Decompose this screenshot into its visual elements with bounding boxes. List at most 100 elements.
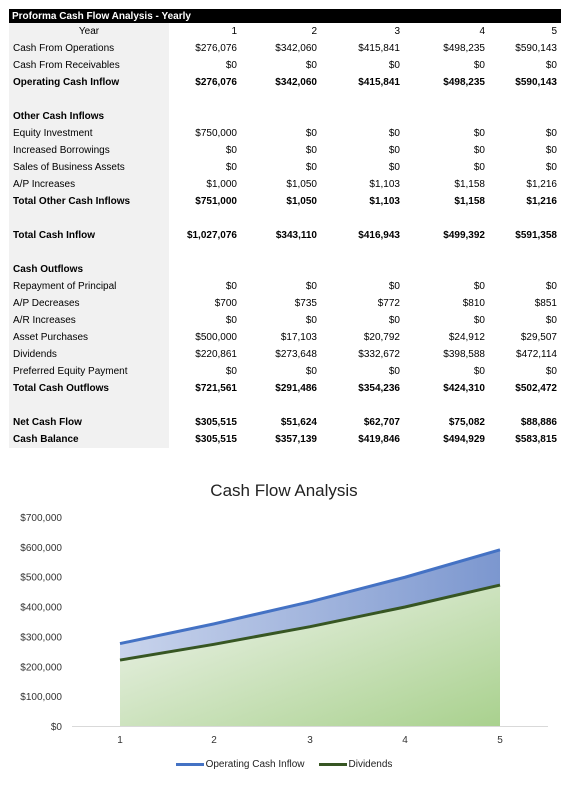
x-tick-label: 3 bbox=[307, 735, 313, 746]
table-cell: $276,076 bbox=[195, 43, 237, 54]
row-label: Cash From Receivables bbox=[9, 57, 169, 74]
table-row: Cash Balance $305,515 $357,139 $419,846 $494… bbox=[9, 431, 561, 448]
row-label: Total Other Cash Inflows bbox=[9, 193, 169, 210]
spacer-cell bbox=[241, 397, 321, 414]
spacer-row bbox=[9, 91, 561, 108]
row-label: Total Cash Outflows bbox=[9, 380, 169, 397]
legend-swatch-operating-cash-inflow bbox=[175, 763, 204, 766]
x-tick-label: 5 bbox=[497, 735, 503, 746]
row-label: Total Cash Inflow bbox=[9, 227, 169, 244]
y-tick-label: $100,000 bbox=[20, 692, 62, 703]
table-cell: $305,515 bbox=[195, 417, 237, 428]
year-header-cell: 5 bbox=[551, 26, 557, 37]
table-cell bbox=[169, 108, 241, 125]
row-label: Sales of Business Assets bbox=[9, 159, 169, 176]
table-cell: $0 bbox=[305, 145, 317, 156]
legend-swatch-dividends bbox=[318, 763, 347, 766]
table-cell: $0 bbox=[388, 162, 400, 173]
table-cell bbox=[321, 261, 404, 278]
table-cell: $29,507 bbox=[520, 332, 557, 343]
row-label: Cash Balance bbox=[9, 431, 169, 448]
spacer-cell bbox=[489, 91, 561, 108]
table-cell: $415,841 bbox=[358, 43, 400, 54]
table-cell bbox=[241, 108, 321, 125]
row-label: Preferred Equity Payment bbox=[9, 363, 169, 380]
spacer-cell bbox=[489, 210, 561, 227]
spacer-cell bbox=[489, 397, 561, 414]
x-tick-label: 1 bbox=[117, 735, 123, 746]
table-cell: $0 bbox=[545, 366, 557, 377]
table-cell: $0 bbox=[473, 60, 485, 71]
table-cell: $0 bbox=[225, 315, 237, 326]
cash-flow-table: Proforma Cash Flow Analysis - Yearly Yea… bbox=[9, 9, 561, 448]
year-header-cell: 3 bbox=[394, 26, 400, 37]
table-cell: $0 bbox=[388, 145, 400, 156]
spacer-cell bbox=[404, 210, 489, 227]
table-row: Cash From Receivables $0 $0 $0 $0 $0 bbox=[9, 57, 561, 74]
table-cell bbox=[169, 261, 241, 278]
table-cell: $472,114 bbox=[516, 349, 557, 360]
y-tick-label: $200,000 bbox=[20, 662, 62, 673]
table-cell: $0 bbox=[305, 60, 317, 71]
table-cell: $772 bbox=[377, 298, 400, 309]
dividends-area bbox=[120, 585, 500, 726]
table-cell: $0 bbox=[545, 128, 557, 139]
table-cell: $502,472 bbox=[515, 383, 557, 394]
chart-title: Cash Flow Analysis bbox=[210, 481, 358, 500]
table-cell: $62,707 bbox=[363, 417, 400, 428]
y-tick-label: $0 bbox=[51, 722, 63, 733]
chart-canvas: $0 $100,000 $200,000 $300,000 $400,000 $500,0… bbox=[20, 513, 548, 746]
table-row: A/R Increases $0 $0 $0 $0 $0 bbox=[9, 312, 561, 329]
spacer-cell bbox=[169, 210, 241, 227]
row-label: Cash Outflows bbox=[9, 261, 169, 278]
table-cell: $735 bbox=[294, 298, 317, 309]
year-header-cell: 4 bbox=[479, 26, 485, 37]
table-cell: $0 bbox=[305, 315, 317, 326]
spacer-row bbox=[9, 210, 561, 227]
table-cell: $1,158 bbox=[454, 196, 485, 207]
table-cell: $342,060 bbox=[275, 77, 317, 88]
table-cell: $700 bbox=[214, 298, 237, 309]
spacer-cell bbox=[169, 244, 241, 261]
row-label: Cash From Operations bbox=[9, 40, 169, 57]
row-label: A/R Increases bbox=[9, 312, 169, 329]
table-cell: $415,841 bbox=[358, 77, 400, 88]
table-cell: $416,943 bbox=[358, 230, 400, 241]
year-header-label: Year bbox=[9, 23, 169, 40]
table-cell: $1,027,076 bbox=[186, 230, 237, 241]
table-cell: $220,861 bbox=[195, 349, 237, 360]
table-cell: $398,588 bbox=[443, 349, 485, 360]
table-cell: $1,216 bbox=[526, 196, 557, 207]
table-cell: $424,310 bbox=[443, 383, 485, 394]
row-label: Operating Cash Inflow bbox=[9, 74, 169, 91]
spacer-cell bbox=[169, 91, 241, 108]
table-cell: $0 bbox=[225, 366, 237, 377]
y-tick-label: $700,000 bbox=[20, 513, 62, 524]
table-cell: $0 bbox=[225, 60, 237, 71]
table-row: Sales of Business Assets $0 $0 $0 $0 $0 bbox=[9, 159, 561, 176]
table-cell: $0 bbox=[473, 128, 485, 139]
table-cell: $0 bbox=[473, 145, 485, 156]
spacer-cell bbox=[9, 210, 169, 227]
table-cell bbox=[489, 108, 561, 125]
table-row: Total Other Cash Inflows $751,000 $1,050 $1… bbox=[9, 193, 561, 210]
spacer-cell bbox=[489, 244, 561, 261]
table-row: Equity Investment $750,000 $0 $0 $0 $0 bbox=[9, 125, 561, 142]
table-cell: $0 bbox=[305, 366, 317, 377]
table-row: Preferred Equity Payment $0 $0 $0 $0 $0 bbox=[9, 363, 561, 380]
spacer-cell bbox=[321, 210, 404, 227]
table-row: Total Cash Inflow $1,027,076 $343,110 $416,… bbox=[9, 227, 561, 244]
row-label: A/P Decreases bbox=[9, 295, 169, 312]
row-label: Net Cash Flow bbox=[9, 414, 169, 431]
table-cell: $88,886 bbox=[520, 417, 557, 428]
table-cell: $0 bbox=[388, 366, 400, 377]
table-cell: $276,076 bbox=[195, 77, 237, 88]
table-title: Proforma Cash Flow Analysis - Yearly bbox=[9, 9, 561, 23]
table-cell: $273,648 bbox=[275, 349, 317, 360]
table-row: Dividends $220,861 $273,648 $332,672 $398,58… bbox=[9, 346, 561, 363]
table-cell: $0 bbox=[545, 162, 557, 173]
spacer-cell bbox=[321, 91, 404, 108]
y-tick-label: $500,000 bbox=[20, 573, 62, 584]
spacer-row bbox=[9, 397, 561, 414]
spacer-cell bbox=[404, 244, 489, 261]
